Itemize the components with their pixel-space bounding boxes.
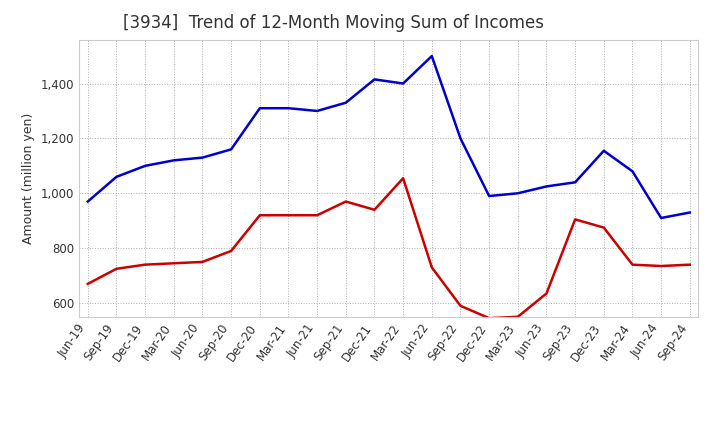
Ordinary Income <box>542 184 551 189</box>
Line: Ordinary Income: Ordinary Income <box>88 56 690 218</box>
Net Income <box>571 217 580 222</box>
Net Income <box>227 248 235 253</box>
Net Income <box>141 262 150 267</box>
Net Income <box>513 314 522 319</box>
Ordinary Income <box>284 106 293 111</box>
Ordinary Income <box>227 147 235 152</box>
Net Income <box>198 259 207 264</box>
Ordinary Income <box>141 163 150 169</box>
Net Income <box>341 199 350 204</box>
Ordinary Income <box>399 81 408 86</box>
Net Income <box>600 225 608 230</box>
Ordinary Income <box>256 106 264 111</box>
Net Income <box>485 315 493 321</box>
Net Income <box>256 213 264 218</box>
Net Income <box>84 281 92 286</box>
Text: [3934]  Trend of 12-Month Moving Sum of Incomes: [3934] Trend of 12-Month Moving Sum of I… <box>122 15 544 33</box>
Ordinary Income <box>341 100 350 105</box>
Net Income <box>284 213 293 218</box>
Ordinary Income <box>169 158 178 163</box>
Ordinary Income <box>628 169 636 174</box>
Ordinary Income <box>428 53 436 59</box>
Ordinary Income <box>513 191 522 196</box>
Y-axis label: Amount (million yen): Amount (million yen) <box>22 113 35 244</box>
Ordinary Income <box>456 136 465 141</box>
Net Income <box>628 262 636 267</box>
Ordinary Income <box>485 194 493 199</box>
Ordinary Income <box>600 148 608 154</box>
Net Income <box>657 264 665 269</box>
Net Income <box>685 262 694 267</box>
Net Income <box>428 265 436 270</box>
Net Income <box>542 291 551 296</box>
Net Income <box>399 176 408 181</box>
Net Income <box>112 266 121 271</box>
Net Income <box>312 213 321 218</box>
Ordinary Income <box>685 210 694 215</box>
Ordinary Income <box>370 77 379 82</box>
Net Income <box>456 303 465 308</box>
Net Income <box>370 207 379 213</box>
Ordinary Income <box>657 215 665 220</box>
Ordinary Income <box>312 108 321 114</box>
Ordinary Income <box>571 180 580 185</box>
Net Income <box>169 260 178 266</box>
Ordinary Income <box>198 155 207 160</box>
Ordinary Income <box>112 174 121 180</box>
Ordinary Income <box>84 199 92 204</box>
Line: Net Income: Net Income <box>88 178 690 318</box>
